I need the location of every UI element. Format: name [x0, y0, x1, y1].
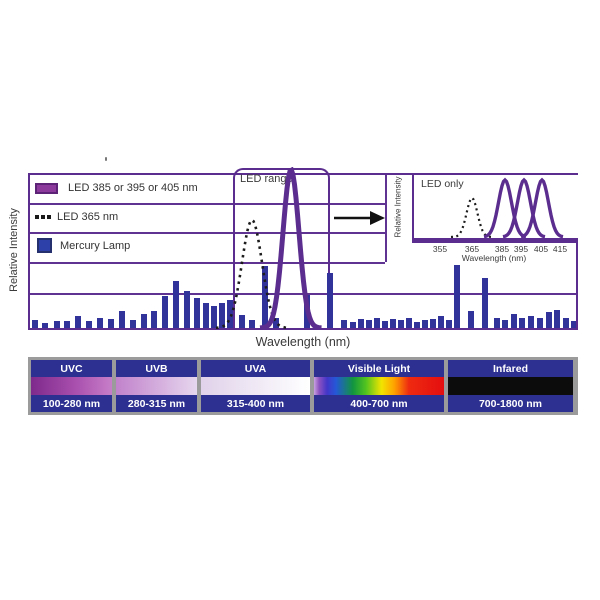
right-arrow-icon — [334, 211, 385, 225]
led-range-label: LED range — [240, 173, 293, 185]
gridline — [385, 175, 387, 262]
spectrum-segment-visible-light: Visible Light 400-700 nm — [314, 360, 444, 412]
y-axis-label: Relative Intensity — [8, 208, 20, 292]
tick-label: 355 — [432, 244, 448, 254]
legend-dot-icon — [35, 215, 39, 219]
legend-label-mercury-lamp: Mercury Lamp — [60, 240, 131, 252]
segment-range: 315-400 nm — [201, 395, 310, 412]
gridline — [30, 203, 385, 205]
segment-gradient — [31, 377, 112, 395]
segment-range: 280-315 nm — [116, 395, 197, 412]
inset-y-axis-label: Relative Intensity — [393, 176, 403, 238]
spectrum-segment-uvc: UVC 100-280 nm — [31, 360, 112, 412]
legend-swatch-led-purple — [35, 183, 58, 194]
tick-label: 415 — [552, 244, 568, 254]
legend-dot-icon — [47, 215, 51, 219]
segment-label: Infared — [448, 360, 573, 377]
inset-title: LED only — [421, 178, 464, 190]
segment-range: 700-1800 nm — [448, 395, 573, 412]
legend-label-led-365: LED 365 nm — [57, 211, 119, 223]
x-axis-label: Wavelength (nm) — [255, 335, 351, 349]
segment-gradient — [116, 377, 197, 395]
inset-x-ticks: 355 365 385 395 405 415 — [412, 244, 576, 254]
segment-gradient — [201, 377, 310, 395]
tick-label: 365 — [464, 244, 480, 254]
legend-label-led-385-395-405: LED 385 or 395 or 405 nm — [68, 182, 198, 194]
tick-label: 405 — [533, 244, 549, 254]
spectrum-segment-uvb: UVB 280-315 nm — [116, 360, 197, 412]
tick-label: 395 — [513, 244, 529, 254]
main-spectrum-chart: LED 385 or 395 or 405 nm LED 365 nm Merc… — [28, 167, 578, 330]
segment-range: 400-700 nm — [314, 395, 444, 412]
led-range-box — [233, 168, 330, 328]
stray-mark — [105, 157, 107, 161]
legend-dot-icon — [41, 215, 45, 219]
spectrum-segment-uva: UVA 315-400 nm — [201, 360, 310, 412]
segment-label: Visible Light — [314, 360, 444, 377]
inset-led-only-chart: LED only — [412, 175, 578, 243]
inset-led-curves — [450, 177, 564, 238]
spectrum-segment-infared: Infared 700-1800 nm — [448, 360, 573, 412]
tick-label: 385 — [494, 244, 510, 254]
gridline — [30, 232, 385, 234]
segment-gradient — [448, 377, 573, 395]
uv-spectrum-bar: UVC 100-280 nm UVB 280-315 nm UVA 315-400 nm V… — [28, 357, 578, 415]
legend-swatch-mercury-blue — [37, 238, 52, 253]
segment-label: UVB — [116, 360, 197, 377]
segment-range: 100-280 nm — [31, 395, 112, 412]
segment-label: UVA — [201, 360, 310, 377]
gridline — [30, 262, 385, 264]
inset-x-axis-label: Wavelength (nm) — [461, 253, 527, 263]
mercury-bars-and-led-curves — [32, 167, 576, 329]
segment-gradient — [314, 377, 444, 395]
segment-label: UVC — [31, 360, 112, 377]
